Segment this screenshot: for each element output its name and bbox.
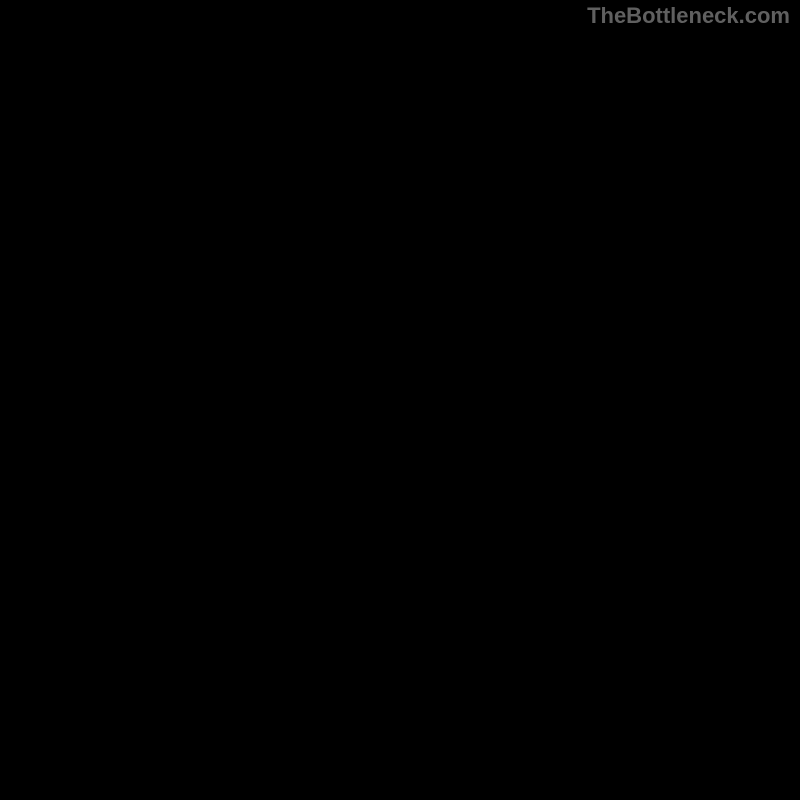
chart-container: TheBottleneck.com bbox=[0, 0, 800, 800]
chart-black-frame bbox=[0, 0, 800, 800]
